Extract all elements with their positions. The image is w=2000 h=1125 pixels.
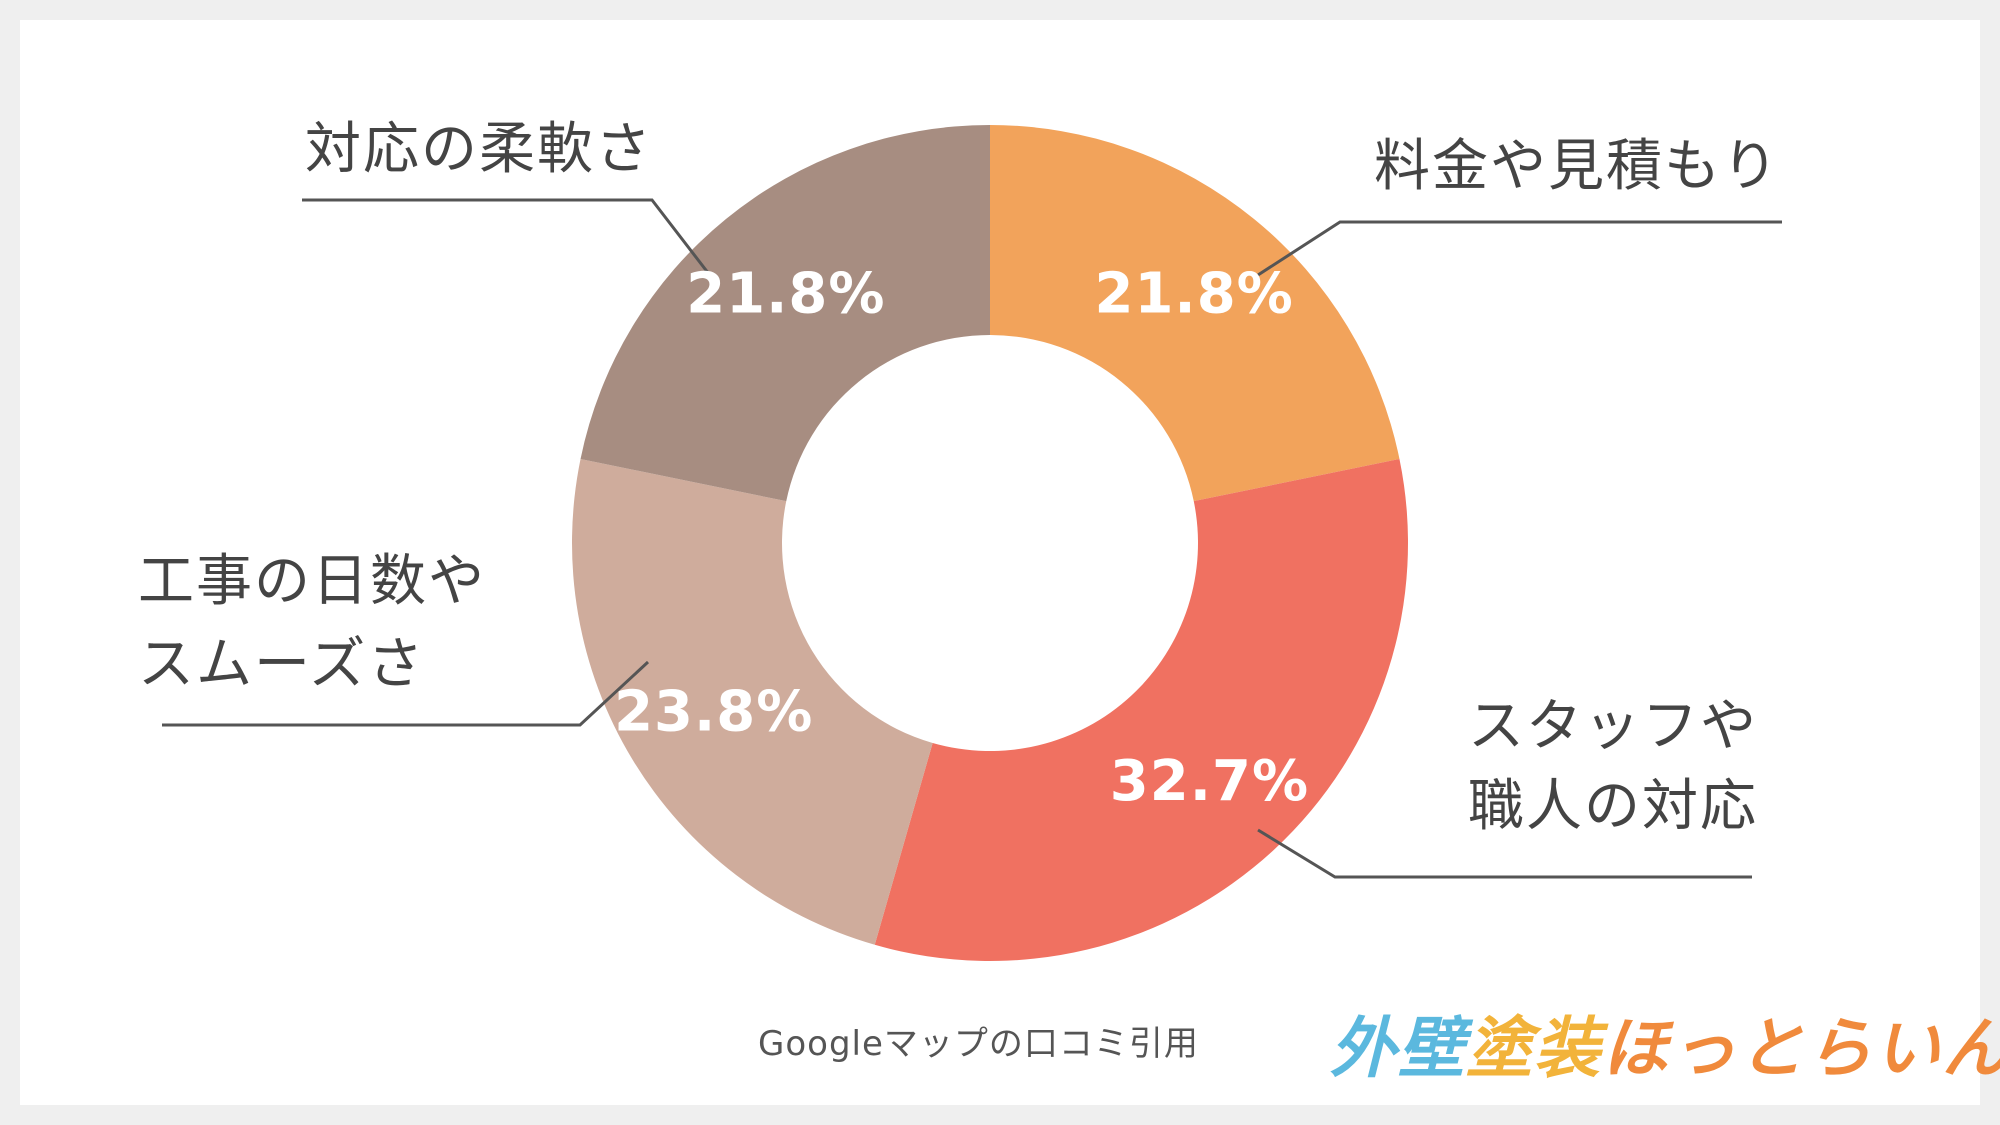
source-note: Googleマップの口コミ引用	[758, 1024, 1199, 1064]
percentage-label-2: 32.7%	[1110, 749, 1309, 814]
brand-logo: 外壁塗装ほっとらいん	[1330, 995, 2000, 1087]
category-label-3-line-2: スムーズさ	[138, 632, 425, 697]
percentage-label-3: 23.8%	[614, 679, 813, 744]
percentage-labels: 21.8% 32.7% 23.8% 21.8%	[614, 262, 1309, 814]
donut-slice-4	[580, 125, 990, 502]
category-label-3-line-1: 工事の日数や	[138, 549, 486, 614]
percentage-label-1: 21.8%	[1095, 262, 1294, 327]
category-label-1-line-1: 料金や見積もり	[1374, 134, 1780, 199]
category-label-2-line-2: 職人の対応	[1468, 774, 1758, 839]
donut-slice-3	[571, 458, 933, 945]
logo-part-3: ほっとらいん	[1602, 1010, 2000, 1087]
donut-slice-1	[990, 125, 1400, 502]
leader-line-3	[162, 660, 650, 727]
logo-part-2: 塗装	[1466, 1010, 1602, 1087]
donut-slices	[571, 125, 1409, 962]
leader-line-1	[1257, 220, 1782, 277]
logo-part-1: 外壁	[1330, 1010, 1466, 1087]
leader-line-4	[302, 198, 714, 279]
leader-line-2	[1257, 828, 1752, 879]
donut-slice-2	[874, 458, 1409, 962]
leader-lines	[162, 198, 1782, 879]
category-label-4-line-1: 対応の柔軟さ	[305, 117, 653, 182]
percentage-label-4: 21.8%	[686, 262, 885, 327]
category-label-2-line-1: スタッフや	[1468, 694, 1758, 759]
